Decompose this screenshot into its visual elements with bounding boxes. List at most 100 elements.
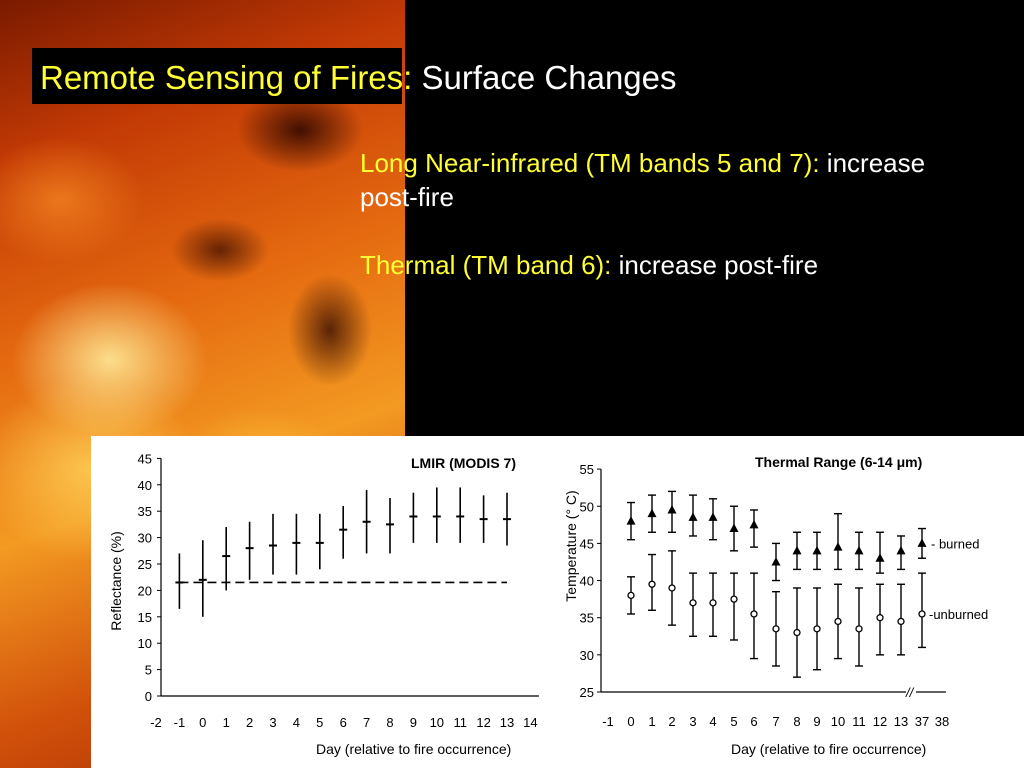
burned-point (647, 508, 657, 518)
y-tick-label: 40 (138, 478, 152, 493)
title-highlight: Remote Sensing of Fires: (40, 59, 413, 96)
y-tick-label: 25 (580, 685, 594, 700)
unburned-point (772, 625, 780, 633)
y-tick-label: 0 (145, 689, 152, 704)
x-tick-label: 9 (410, 715, 417, 730)
chart-title: Thermal Range (6-14 μm) (755, 454, 922, 470)
y-tick-label: 30 (138, 531, 152, 546)
x-tick-label: 8 (793, 714, 800, 729)
burned-point (792, 545, 802, 555)
x-tick-label: 38 (935, 714, 949, 729)
y-tick-label: 20 (138, 583, 152, 598)
x-tick-label: 0 (199, 715, 206, 730)
x-tick-label: 11 (852, 714, 866, 729)
burned-point (896, 545, 906, 555)
unburned-point (876, 614, 884, 622)
bullet-long-nir: Long Near-infrared (TM bands 5 and 7): i… (360, 146, 980, 214)
x-tick-label: 0 (627, 714, 634, 729)
unburned-point (730, 595, 738, 603)
y-tick-label: 40 (580, 574, 594, 589)
title-backdrop (32, 48, 402, 104)
y-tick-label: 15 (138, 610, 152, 625)
unburned-point (648, 580, 656, 588)
x-tick-label: -2 (150, 715, 162, 730)
x-tick-label: 13 (500, 715, 514, 730)
x-tick-label: 8 (386, 715, 393, 730)
burned-point (729, 523, 739, 533)
x-tick-label: 37 (915, 714, 929, 729)
burned-point (875, 553, 885, 562)
bullet-text: increase post-fire (360, 148, 926, 212)
slide-title: Remote Sensing of Fires: Surface Changes (40, 58, 677, 98)
unburned-point (897, 617, 905, 626)
unburned-point (668, 584, 676, 592)
y-tick-label: 35 (138, 504, 152, 519)
y-tick-label: 35 (580, 611, 594, 626)
x-tick-label: 7 (772, 714, 779, 729)
x-tick-label: 3 (689, 714, 696, 729)
x-axis-label: Day (relative to fire occurrence) (731, 741, 926, 757)
x-tick-label: 12 (873, 714, 887, 729)
x-tick-label: 10 (831, 714, 845, 729)
legend-unburned: -unburned (929, 607, 988, 622)
x-tick-label: 9 (813, 714, 820, 729)
y-tick-label: 45 (138, 451, 152, 466)
y-tick-label: 10 (138, 636, 152, 651)
x-tick-label: 3 (269, 715, 276, 730)
unburned-point (793, 628, 801, 637)
unburned-point (750, 610, 758, 618)
charts-panel: 0 5 10 15 20 25 30 35 40 45 -2 -1 0 1 2 3 4 5 6 7 8 9 10 11 12 13… (91, 436, 1024, 768)
x-axis-label: Day (relative to fire occurrence) (316, 741, 511, 757)
bullet-list: Long Near-infrared (TM bands 5 and 7): i… (360, 146, 980, 282)
bullet-thermal: Thermal (TM band 6): increase post-fire (360, 248, 980, 282)
x-tick-label: -1 (602, 714, 614, 729)
x-tick-label: 10 (430, 715, 444, 730)
bullet-text: increase post-fire (611, 250, 819, 280)
legend-burned: - burned (931, 536, 979, 551)
unburned-point (834, 617, 842, 626)
burned-point (688, 512, 698, 521)
unburned-point (627, 591, 635, 600)
x-tick-label: 6 (340, 715, 347, 730)
x-tick-label: 7 (363, 715, 370, 730)
burned-point (833, 542, 843, 551)
x-tick-label: 11 (453, 715, 467, 730)
title-rest: Surface Changes (412, 59, 677, 96)
x-tick-label: 4 (293, 715, 300, 730)
unburned-point (689, 599, 697, 607)
bullet-highlight: Long Near-infrared (TM bands 5 and 7): (360, 148, 820, 178)
unburned-point (918, 610, 926, 618)
x-tick-label: 14 (523, 715, 537, 730)
burned-point (667, 504, 677, 514)
x-tick-label: 1 (648, 714, 655, 729)
burned-point (812, 545, 822, 555)
y-axis-label: Reflectance (%) (108, 531, 124, 631)
unburned-point (709, 599, 717, 607)
x-tick-label: 4 (709, 714, 716, 729)
x-tick-label: 1 (223, 715, 230, 730)
y-tick-label: 5 (145, 663, 152, 678)
x-tick-label: 12 (476, 715, 490, 730)
unburned-point (855, 625, 863, 633)
burned-point (708, 512, 718, 521)
burned-point (626, 516, 636, 525)
y-axis-label: Temperature (° C) (563, 490, 579, 601)
x-tick-label: 5 (316, 715, 323, 730)
x-tick-label: 13 (894, 714, 908, 729)
y-tick-label: 45 (580, 536, 594, 551)
axis-break-mark: // (905, 685, 915, 700)
y-tick-label: 25 (138, 557, 152, 572)
burned-point (749, 519, 759, 529)
burned-point (854, 545, 864, 555)
burned-point (771, 556, 781, 566)
y-tick-label: 50 (580, 499, 594, 514)
chart-title: LMIR (MODIS 7) (411, 455, 516, 471)
y-tick-label: 30 (580, 648, 594, 663)
unburned-point (813, 625, 821, 633)
x-tick-label: 2 (668, 714, 675, 729)
y-tick-label: 55 (580, 462, 594, 477)
burned-point (917, 538, 927, 547)
bullet-highlight: Thermal (TM band 6): (360, 250, 612, 280)
x-tick-label: 2 (246, 715, 253, 730)
